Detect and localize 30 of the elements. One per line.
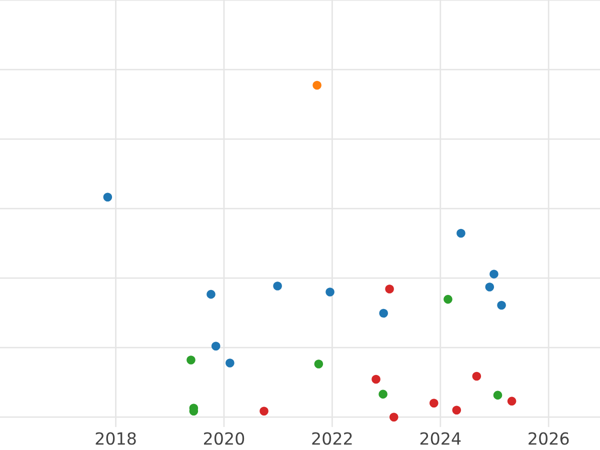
point <box>379 308 388 318</box>
point <box>389 412 398 422</box>
point <box>456 228 466 238</box>
point <box>273 282 282 290</box>
point <box>378 390 388 399</box>
point <box>497 300 506 310</box>
point <box>430 398 438 408</box>
point <box>493 390 502 400</box>
point <box>385 284 394 294</box>
x-tick-label: 2022 <box>312 432 352 445</box>
point <box>312 80 322 90</box>
x-tick-label: 2018 <box>96 432 136 445</box>
point <box>103 192 112 202</box>
x-tick-label: 2024 <box>420 432 461 445</box>
point <box>326 288 334 296</box>
point <box>472 372 482 381</box>
point <box>211 342 220 350</box>
point <box>260 406 268 416</box>
point <box>226 358 234 368</box>
point <box>485 282 494 292</box>
point <box>444 294 452 304</box>
point <box>452 406 462 415</box>
point <box>314 360 324 368</box>
point <box>186 356 196 364</box>
point <box>206 290 216 299</box>
x-tick-label: 2026 <box>528 432 569 445</box>
point <box>490 270 498 278</box>
point <box>507 396 516 406</box>
point <box>372 374 380 384</box>
x-tick-label: 2020 <box>204 432 244 445</box>
